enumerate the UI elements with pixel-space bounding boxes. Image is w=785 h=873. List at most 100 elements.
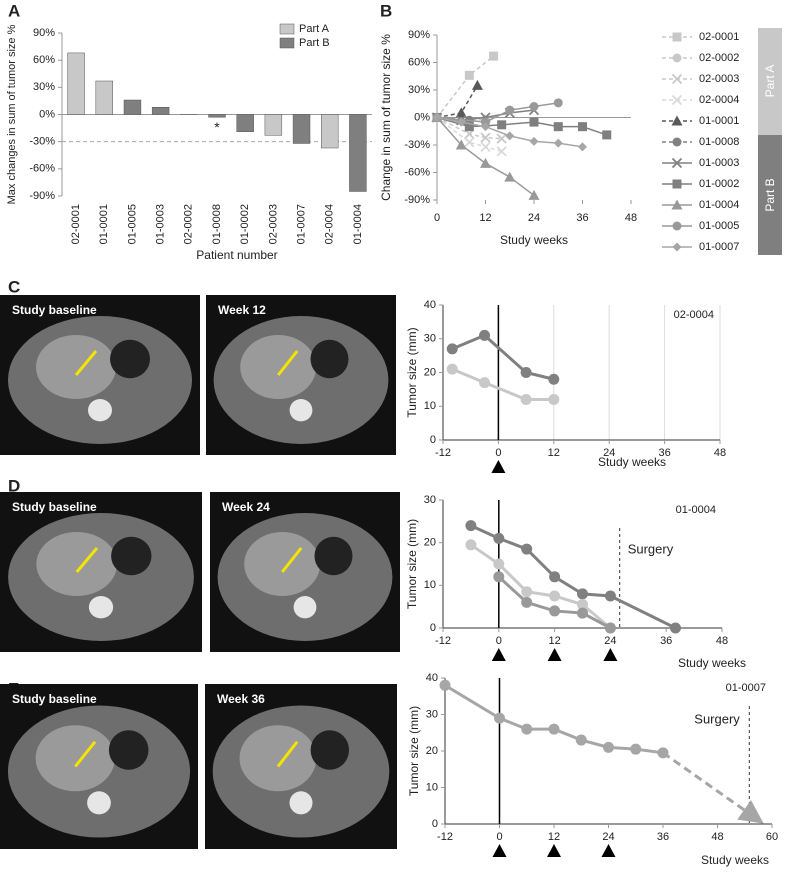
y-tick-label: 30% <box>33 81 55 93</box>
point <box>577 607 588 619</box>
ct-cavity <box>310 730 349 770</box>
legend-label: 01-0003 <box>699 157 739 169</box>
x-tick-label: 48 <box>625 212 637 224</box>
point <box>479 377 491 389</box>
x-tick-label: 36 <box>657 831 669 843</box>
x-tick-label: 0 <box>496 635 502 647</box>
point <box>577 599 588 611</box>
point <box>456 117 466 127</box>
point <box>529 102 539 111</box>
x-tick-label: 24 <box>602 831 614 843</box>
point <box>505 131 515 141</box>
point <box>603 741 614 753</box>
point <box>481 122 490 132</box>
legend-label: 02-0002 <box>699 52 739 64</box>
point <box>496 133 507 144</box>
legend-label: Part B <box>299 37 330 49</box>
image-label: Study baseline <box>12 692 97 706</box>
treatment-marker <box>547 648 562 661</box>
legend-marker <box>672 242 682 252</box>
part-a-bar <box>758 28 782 135</box>
y-tick-label: 0 <box>432 818 438 830</box>
y-tick-label: -60% <box>29 163 55 175</box>
x-tick-label: 0 <box>496 831 502 843</box>
point <box>549 571 561 583</box>
ct-spine <box>87 791 111 815</box>
y-axis-label: Tumor size (mm) <box>405 327 419 417</box>
legend-label: 02-0001 <box>699 31 739 43</box>
y-tick-label: 20 <box>426 745 438 757</box>
y-tick-label: 20 <box>424 537 436 549</box>
legend-label: 02-0004 <box>699 94 739 106</box>
y-tick-label: -30% <box>404 139 430 151</box>
series-line <box>497 575 612 630</box>
point <box>553 122 563 132</box>
x-tick-label: 02-0001 <box>70 204 82 244</box>
surgery-label: Surgery <box>694 711 740 726</box>
bar <box>123 99 142 115</box>
legend-marker <box>672 137 682 147</box>
series-line <box>436 116 502 140</box>
image-label: Study baseline <box>12 303 97 317</box>
y-axis-label: Max changes in sum of tumor size % <box>6 24 18 204</box>
point <box>548 394 560 405</box>
x-tick-label: 36 <box>576 212 588 224</box>
treatment-marker <box>491 648 506 661</box>
part-b-bar <box>758 135 782 255</box>
x-axis-label: Patient number <box>196 248 277 262</box>
point <box>505 105 515 115</box>
ct-cavity <box>110 339 150 379</box>
point <box>528 189 540 200</box>
ct-arrow <box>74 740 97 768</box>
series-line <box>451 367 554 401</box>
annotation: * <box>214 119 220 135</box>
y-tick-label: 30 <box>426 708 438 720</box>
point <box>464 137 475 148</box>
series-line <box>470 543 612 630</box>
point <box>465 520 477 532</box>
point <box>493 532 505 544</box>
x-tick-label: 60 <box>766 831 778 843</box>
x-tick-label: 01-0004 <box>352 204 364 244</box>
point <box>529 136 539 146</box>
y-tick-label: 0% <box>414 111 430 123</box>
legend-marker <box>672 53 682 63</box>
ct-arrow <box>276 740 299 768</box>
ct-spine <box>88 596 114 619</box>
point <box>521 723 533 735</box>
y-tick-label: -60% <box>404 166 430 178</box>
series-line <box>451 333 555 381</box>
x-tick-label: 01-0005 <box>126 204 138 244</box>
point <box>455 107 467 118</box>
series-line <box>662 751 764 824</box>
ct-cavity <box>108 730 149 770</box>
x-tick-label: 48 <box>716 635 728 647</box>
point <box>479 329 491 341</box>
y-tick-label: 0 <box>430 434 436 446</box>
point <box>578 122 587 132</box>
point <box>497 120 507 130</box>
x-tick-label: 01-0003 <box>155 204 167 244</box>
x-axis-label: Study weeks <box>701 853 769 867</box>
x-tick-label: 01-0007 <box>295 204 307 244</box>
point <box>464 122 474 132</box>
point <box>549 605 561 617</box>
bar <box>208 114 226 118</box>
point <box>480 132 491 143</box>
ct-organ <box>239 725 317 792</box>
bar <box>95 80 113 115</box>
x-tick-label: 48 <box>711 831 723 843</box>
x-tick-label: 12 <box>548 447 560 459</box>
x-tick-label: 02-0002 <box>183 204 195 244</box>
x-tick-label: -12 <box>435 447 451 459</box>
point <box>521 586 533 598</box>
point <box>578 142 587 152</box>
x-tick-label: 01-0001 <box>98 204 110 244</box>
point <box>493 571 505 583</box>
point <box>529 117 539 127</box>
series-line <box>436 55 495 118</box>
x-tick-label: 48 <box>714 447 726 459</box>
panel-letter: A <box>8 1 20 20</box>
legend-label: 01-0008 <box>699 136 739 148</box>
